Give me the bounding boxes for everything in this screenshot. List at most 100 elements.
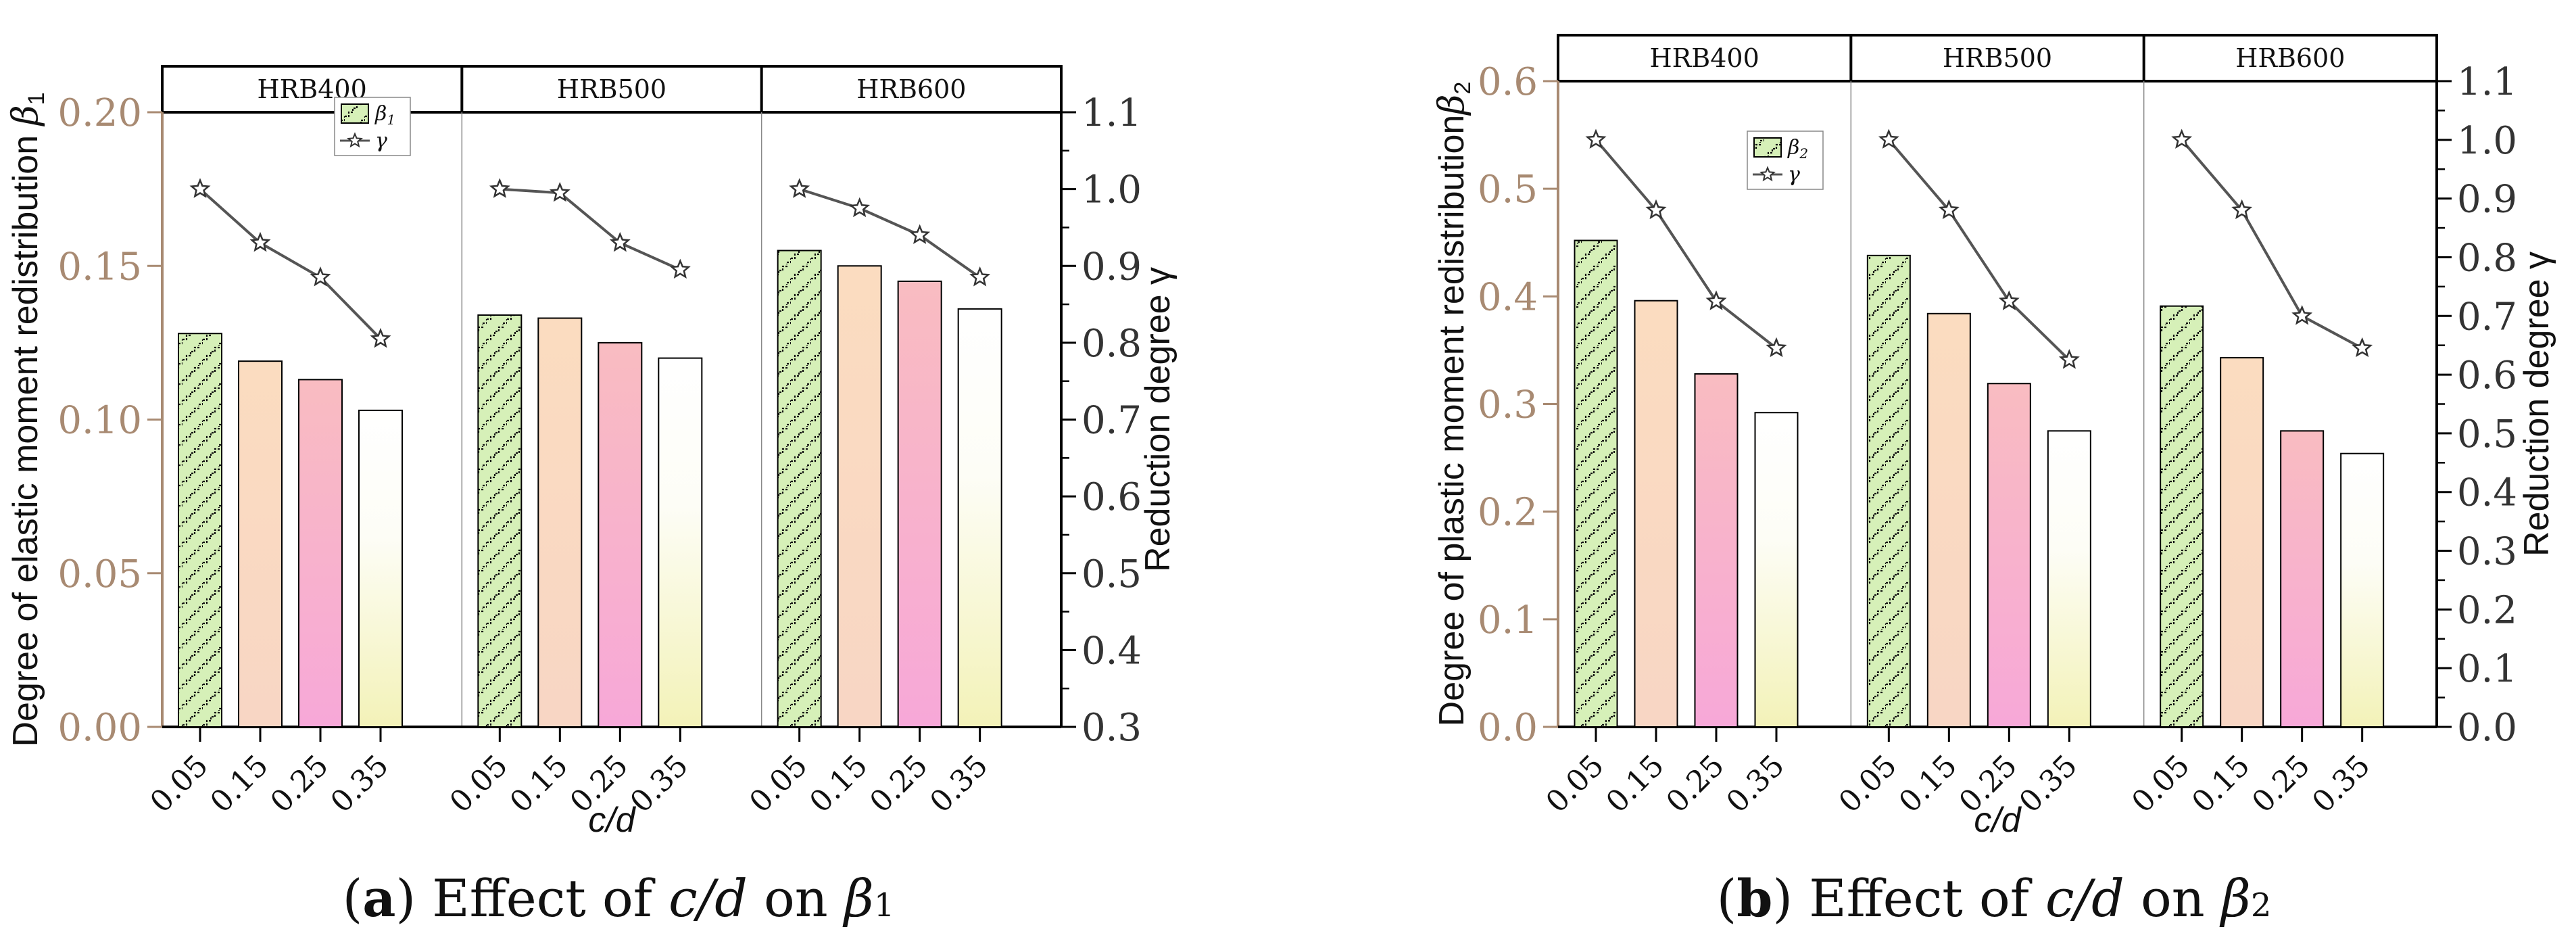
gamma-point: [1766, 337, 1787, 358]
y2-tick-label: 1.0: [1082, 168, 1142, 212]
gamma-point: [969, 266, 991, 287]
panel-b: HRB400 HRB500 HRB600 0.0 0.1 0.2 0.3 0.4 0.5 0.6 0…: [1432, 34, 2556, 928]
y-tick-label: 0.4: [1478, 275, 1538, 319]
x-tick-label: 0.35: [923, 749, 994, 820]
y-tick-label: 0.6: [1478, 60, 1538, 104]
y-tick-label: 0.20: [57, 91, 142, 135]
y2-tick-label: 0.6: [2457, 354, 2517, 398]
bar: [1987, 383, 2031, 728]
bar: [2340, 452, 2385, 728]
y2-tick-label: 0.2: [2457, 588, 2517, 632]
gamma-point: [1878, 128, 1899, 149]
y2-axis-label: Reduction degree γ: [2517, 252, 2556, 556]
panel-a: HRB400 HRB500 HRB6000.000.050.100.150.200.…: [5, 65, 1177, 928]
bar: [2047, 430, 2091, 728]
gamma-point: [2291, 305, 2313, 325]
y2-tick-label: 0.9: [1082, 245, 1142, 289]
gamma-point: [909, 224, 931, 244]
x-tick-label: 0.35: [2013, 749, 2084, 820]
group-header-band: [1557, 34, 2438, 82]
x-tick-label: 0.25: [1659, 749, 1730, 820]
gamma-point: [370, 327, 391, 348]
y2-tick-label: 0.8: [1082, 322, 1142, 366]
legend-star-icon: [1759, 166, 1776, 182]
x-tick-label: 0.35: [2306, 749, 2377, 820]
gamma-line: [1595, 139, 1778, 350]
gamma-point: [2171, 128, 2193, 149]
group-label-hrb500: HRB500: [557, 74, 666, 104]
group-label-hrb500: HRB500: [1943, 43, 2052, 73]
legend-line-label: γ: [375, 129, 387, 153]
gamma-line: [799, 187, 981, 279]
x-tick-label: 0.05: [1539, 749, 1610, 820]
gamma-point: [1645, 199, 1667, 220]
y-tick-label: 0.1: [1478, 598, 1538, 642]
gamma-point: [549, 182, 570, 202]
gamma-point: [310, 266, 331, 287]
legend-bar-swatch: [341, 103, 369, 124]
panel-caption: (b) Effect of c/d on β2: [1717, 868, 2272, 928]
gamma-line: [199, 188, 382, 340]
gamma-point: [2231, 199, 2253, 220]
gamma-point: [489, 178, 510, 198]
bar: [957, 308, 1002, 728]
y-axis-label: Degree of elastic moment redistribution …: [5, 92, 49, 746]
bar: [2280, 430, 2325, 728]
bar: [2160, 305, 2204, 728]
gamma-point: [1938, 199, 1960, 220]
legend-star-icon: [347, 132, 363, 148]
y2-axis-label: Reduction degree γ: [1138, 267, 1177, 572]
x-tick-label: 0.25: [863, 749, 934, 820]
y-axis-label: Degree of plastic moment redistributionβ…: [1432, 82, 1476, 727]
gamma-point: [2058, 349, 2080, 369]
y-tick-label: 0.2: [1478, 491, 1538, 535]
y2-tick-label: 1.1: [2457, 60, 2517, 104]
x-tick-label: 0.05: [443, 749, 514, 820]
y-tick-label: 0.3: [1478, 383, 1538, 427]
legend-bar-label: β1: [374, 102, 395, 128]
x-tick-label: 0.15: [1893, 749, 1964, 820]
y2-tick-label: 0.6: [1082, 475, 1142, 519]
bar: [477, 314, 523, 728]
y-tick-label: 0.05: [57, 552, 142, 596]
y-tick-label: 0.00: [57, 706, 142, 750]
gamma-point: [189, 178, 211, 198]
x-tick-label: 0.35: [324, 749, 395, 820]
bar: [238, 360, 283, 728]
group-header-band: [161, 65, 1063, 114]
bar: [598, 341, 643, 728]
x-tick-label: 0.05: [1832, 749, 1903, 820]
y-tick-label: 0.5: [1478, 168, 1538, 212]
x-tick-label: 0.05: [143, 749, 214, 820]
gamma-line: [500, 187, 681, 271]
y-tick-label: 0.0: [1478, 706, 1538, 750]
y2-tick-label: 0.1: [2457, 647, 2517, 691]
gamma-point: [849, 197, 871, 218]
group-label-hrb600: HRB600: [856, 74, 966, 104]
y2-tick-label: 0.7: [2457, 295, 2517, 339]
y2-tick-label: 0.0: [2457, 706, 2517, 750]
gamma-point: [1998, 290, 2020, 310]
x-tick-label: 0.25: [2245, 749, 2316, 820]
bar: [1926, 312, 1971, 728]
x-axis-label: c/d: [1974, 801, 2022, 840]
y2-tick-label: 0.4: [1082, 629, 1142, 673]
bar: [897, 280, 942, 728]
bar: [178, 333, 222, 728]
bar: [837, 265, 882, 728]
bar: [1694, 373, 1739, 728]
legend-line-label: γ: [1788, 163, 1800, 187]
x-tick-label: 0.15: [504, 749, 575, 820]
x-tick-label: 0.15: [2185, 749, 2256, 820]
y2-tick-label: 1.0: [2457, 119, 2517, 163]
y-tick-label: 0.15: [57, 245, 142, 289]
bar: [777, 250, 822, 728]
panel-caption: (a) Effect of c/d on β1: [343, 868, 895, 928]
y2-tick-label: 0.5: [2457, 412, 2517, 456]
bar: [1754, 412, 1799, 728]
y2-tick-label: 0.9: [2457, 178, 2517, 222]
x-tick-label: 0.35: [1720, 749, 1791, 820]
x-tick-label: 0.05: [743, 749, 814, 820]
